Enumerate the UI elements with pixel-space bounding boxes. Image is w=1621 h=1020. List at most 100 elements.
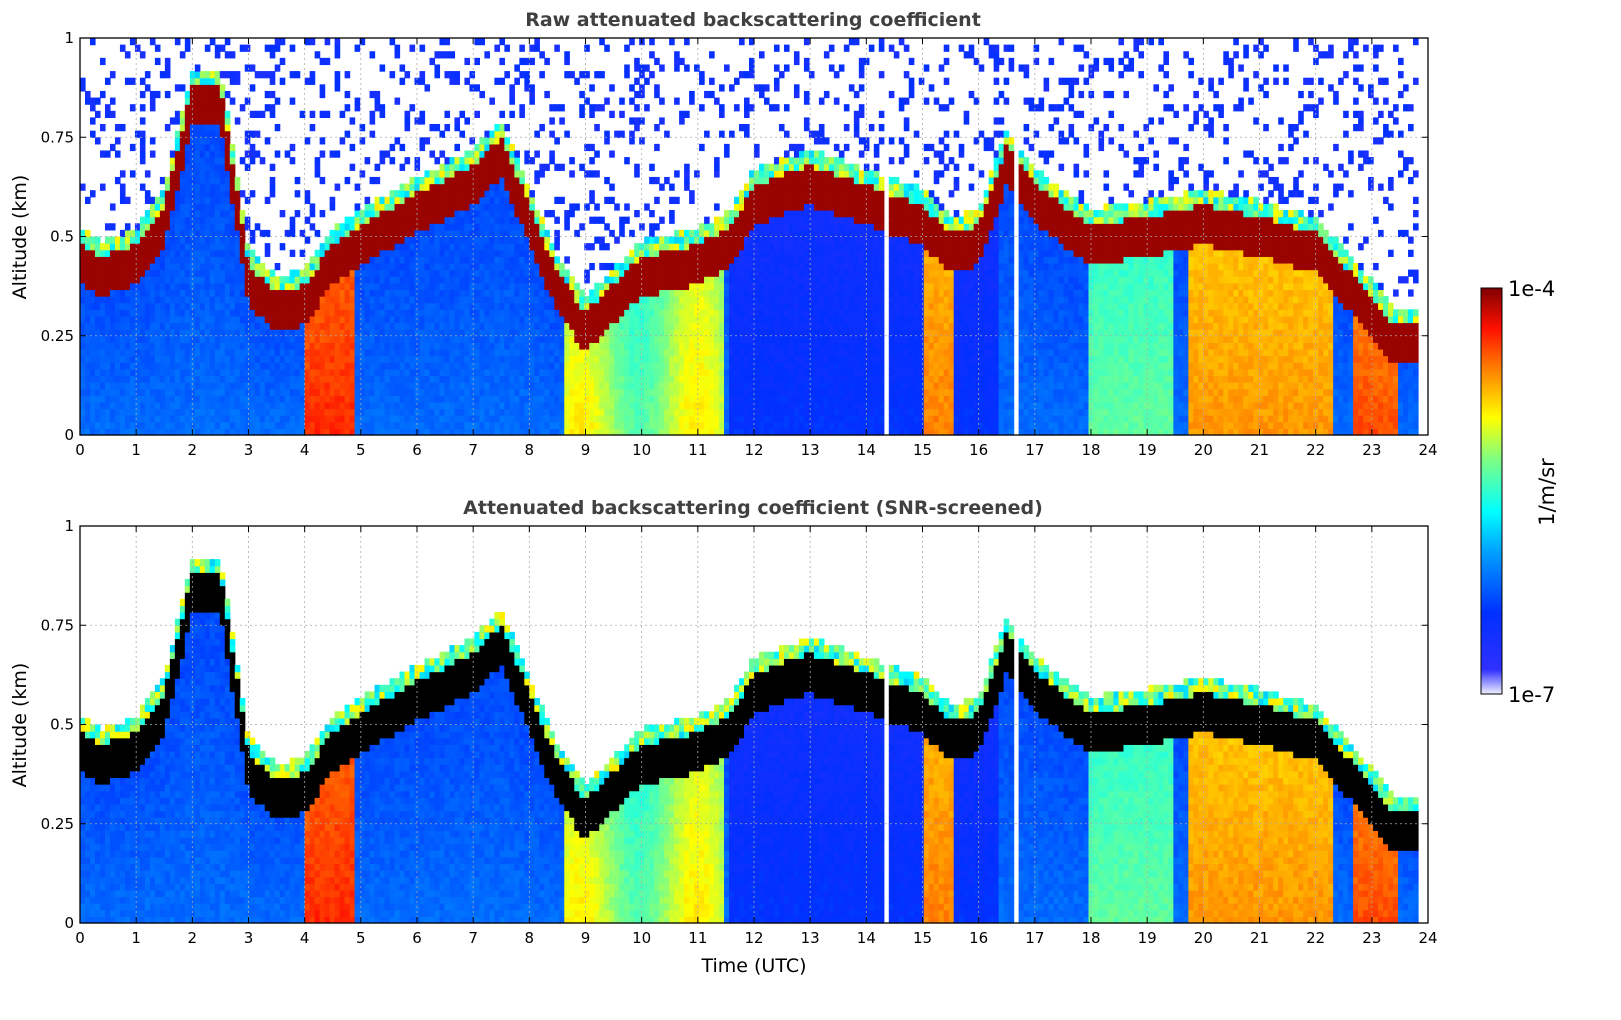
- heatmap-cell: [370, 356, 376, 363]
- heatmap-cell: [170, 362, 176, 369]
- heatmap-cell: [270, 45, 276, 52]
- heatmap-cell: [434, 323, 440, 330]
- heatmap-cell: [85, 91, 91, 98]
- heatmap-cell: [220, 177, 226, 184]
- heatmap-cell: [205, 369, 211, 376]
- heatmap-cell: [175, 144, 181, 151]
- heatmap-cell: [310, 223, 316, 230]
- heatmap-cell: [165, 422, 171, 429]
- heatmap-cell: [150, 217, 156, 224]
- heatmap-cell: [185, 38, 191, 45]
- heatmap-cell: [165, 389, 171, 396]
- heatmap-cell: [125, 283, 131, 290]
- heatmap-cell: [424, 177, 430, 184]
- heatmap-cell: [230, 369, 236, 376]
- heatmap-cell: [90, 270, 96, 277]
- heatmap-cell: [160, 323, 166, 330]
- heatmap-cell: [429, 270, 435, 277]
- heatmap-cell: [110, 369, 116, 376]
- heatmap-cell: [185, 375, 191, 382]
- heatmap-cell: [200, 389, 206, 396]
- heatmap-cell: [155, 283, 161, 290]
- heatmap-cell: [340, 243, 346, 250]
- heatmap-cell: [210, 402, 216, 409]
- heatmap-cell: [375, 329, 381, 336]
- heatmap-cell: [290, 323, 296, 330]
- heatmap-cell: [405, 157, 411, 164]
- heatmap-cell: [150, 210, 156, 217]
- heatmap-cell: [95, 415, 101, 422]
- heatmap-cell: [165, 336, 171, 343]
- heatmap-cell: [225, 349, 231, 356]
- heatmap-cell: [265, 402, 271, 409]
- heatmap-cell: [215, 329, 221, 336]
- heatmap-cell: [110, 342, 116, 349]
- heatmap-cell: [240, 356, 246, 363]
- heatmap-cell: [80, 283, 86, 290]
- heatmap-cell: [230, 217, 236, 224]
- heatmap-cell: [200, 362, 206, 369]
- heatmap-cell: [230, 342, 236, 349]
- heatmap-cell: [245, 369, 251, 376]
- heatmap-cell: [150, 91, 156, 98]
- heatmap-cell: [210, 150, 216, 157]
- heatmap-cell: [230, 157, 236, 164]
- heatmap-cell: [170, 170, 176, 177]
- heatmap-cell: [335, 289, 341, 296]
- heatmap-cell: [395, 303, 401, 310]
- heatmap-cell: [150, 270, 156, 277]
- heatmap-cell: [255, 415, 261, 422]
- heatmap-cell: [390, 349, 396, 356]
- heatmap-cell: [305, 78, 311, 85]
- heatmap-cell: [429, 223, 435, 230]
- heatmap-cell: [90, 289, 96, 296]
- heatmap-cell: [225, 296, 231, 303]
- heatmap-cell: [280, 296, 286, 303]
- heatmap-cell: [205, 84, 211, 91]
- heatmap-cell: [375, 197, 381, 204]
- heatmap-cell: [145, 409, 151, 416]
- heatmap-cell: [185, 117, 191, 124]
- heatmap-cell: [215, 170, 221, 177]
- heatmap-cell: [175, 270, 181, 277]
- heatmap-cell: [125, 356, 131, 363]
- heatmap-cell: [390, 263, 396, 270]
- heatmap-cell: [165, 362, 171, 369]
- heatmap-cell: [90, 362, 96, 369]
- heatmap-cell: [290, 362, 296, 369]
- heatmap-cell: [125, 369, 131, 376]
- heatmap-cell: [160, 230, 166, 237]
- heatmap-cell: [170, 270, 176, 277]
- heatmap-cell: [85, 389, 91, 396]
- heatmap-cell: [200, 263, 206, 270]
- heatmap-cell: [429, 190, 435, 197]
- heatmap-cell: [290, 356, 296, 363]
- heatmap-cell: [80, 250, 86, 257]
- heatmap-cell: [195, 164, 201, 171]
- heatmap-cell: [100, 250, 106, 257]
- heatmap-cell: [429, 184, 435, 191]
- heatmap-cell: [155, 91, 161, 98]
- heatmap-cell: [255, 256, 261, 263]
- heatmap-cell: [140, 303, 146, 310]
- heatmap-cell: [310, 336, 316, 343]
- heatmap-cell: [250, 237, 256, 244]
- heatmap-cell: [230, 210, 236, 217]
- heatmap-cell: [115, 415, 121, 422]
- heatmap-cell: [230, 144, 236, 151]
- heatmap-cell: [220, 296, 226, 303]
- heatmap-cell: [80, 309, 86, 316]
- heatmap-cell: [390, 356, 396, 363]
- heatmap-cell: [175, 223, 181, 230]
- heatmap-cell: [400, 362, 406, 369]
- heatmap-cell: [220, 131, 226, 138]
- heatmap-cell: [330, 389, 336, 396]
- heatmap-cell: [390, 296, 396, 303]
- heatmap-cell: [420, 237, 426, 244]
- heatmap-cell: [355, 203, 361, 210]
- heatmap-cell: [135, 296, 141, 303]
- heatmap-cell: [220, 71, 226, 78]
- heatmap-cell: [305, 342, 311, 349]
- heatmap-cell: [405, 217, 411, 224]
- heatmap-cell: [335, 78, 341, 85]
